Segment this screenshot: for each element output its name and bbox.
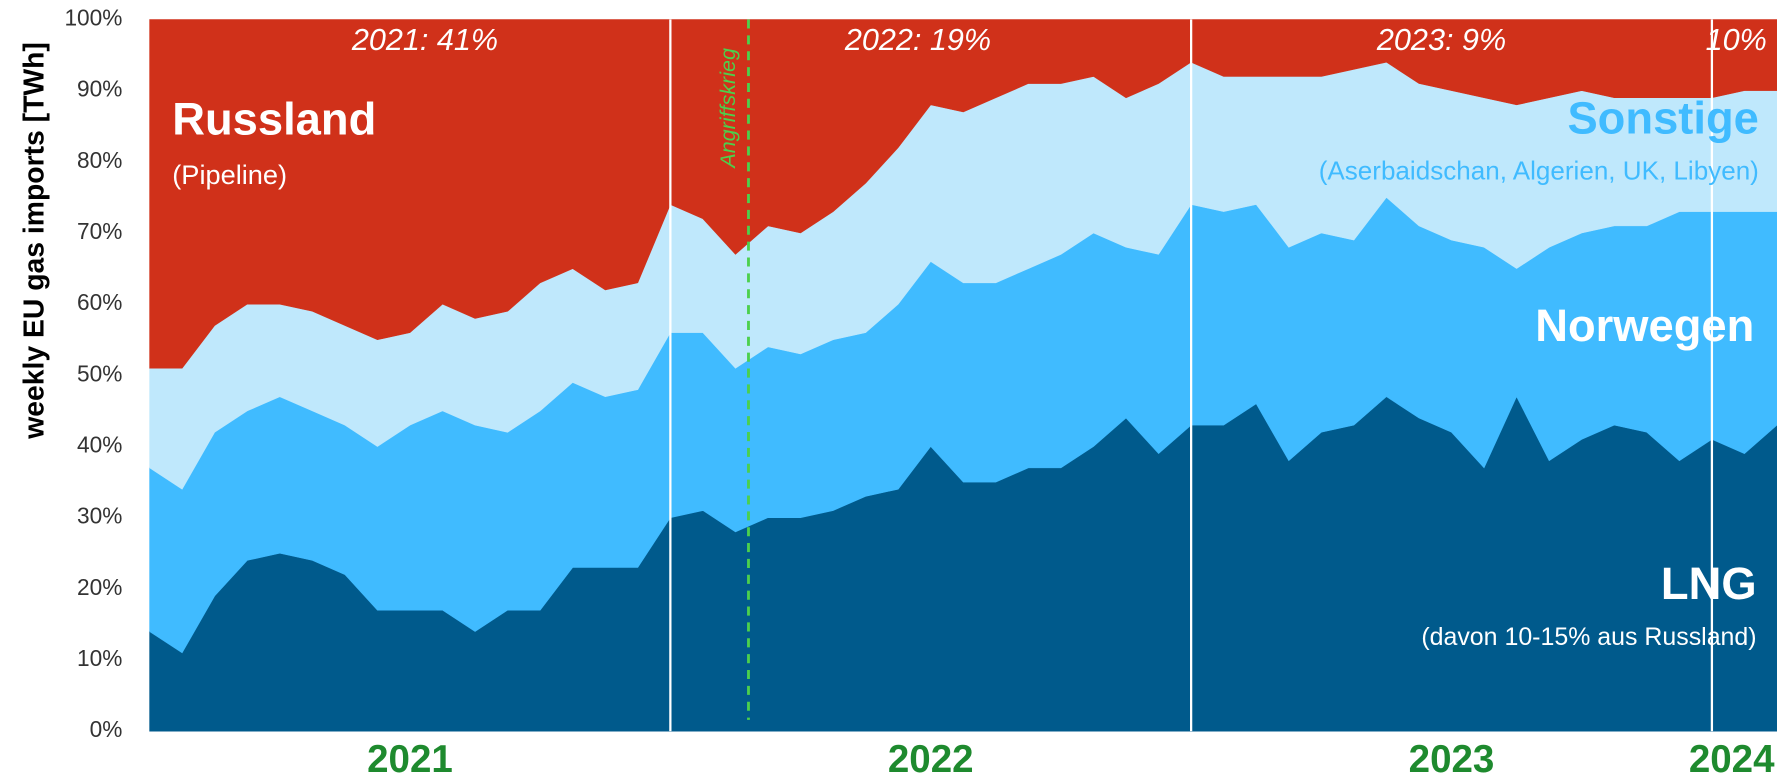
y-tick-label: 40% [77,431,122,457]
series-sublabel: (Pipeline) [172,159,287,190]
x-tick-label: 2022 [888,738,974,779]
y-tick-label: 20% [77,574,122,600]
y-tick-label: 90% [77,76,122,102]
year-note: 10% [1706,23,1767,57]
year-note: 2022: 19% [844,23,991,57]
year-note: 2023: 9% [1376,23,1506,57]
event-label: Angriffskrieg [716,48,740,170]
x-tick-label: 2024 [1689,738,1775,779]
series-label: LNG [1661,558,1757,609]
y-tick-label: 100% [64,4,122,30]
x-tick-label: 2021 [367,738,453,779]
y-tick-label: 60% [77,289,122,315]
series-sublabel: (Aserbaidschan, Algerien, UK, Libyen) [1319,155,1759,185]
y-axis-label: weekly EU gas imports [TWh] [19,42,51,440]
series-label: Norwegen [1535,300,1754,351]
y-tick-label: 80% [77,147,122,173]
x-tick-label: 2023 [1409,738,1495,779]
y-tick-label: 50% [77,360,122,386]
series-sublabel: (davon 10-15% aus Russland) [1421,623,1756,651]
year-note: 2021: 41% [351,23,498,57]
y-tick-label: 70% [77,218,122,244]
y-tick-label: 10% [77,645,122,671]
series-label: Sonstige [1567,92,1758,143]
y-tick-label: 30% [77,503,122,529]
y-tick-label: 0% [90,716,123,742]
series-label: Russland [172,94,376,145]
